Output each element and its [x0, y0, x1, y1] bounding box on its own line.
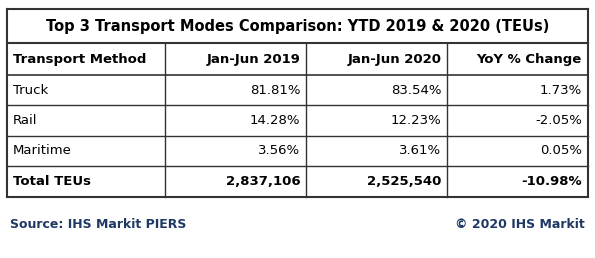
- Text: Jan-Jun 2020: Jan-Jun 2020: [347, 53, 441, 66]
- Text: 2,837,106: 2,837,106: [226, 175, 300, 188]
- Text: YoY % Change: YoY % Change: [477, 53, 582, 66]
- Text: © 2020 IHS Markit: © 2020 IHS Markit: [455, 218, 585, 231]
- Text: Truck: Truck: [13, 84, 48, 96]
- Text: 2,525,540: 2,525,540: [367, 175, 441, 188]
- Text: 3.56%: 3.56%: [258, 144, 300, 157]
- Text: 12.23%: 12.23%: [391, 114, 441, 127]
- Text: Top 3 Transport Modes Comparison: YTD 2019 & 2020 (TEUs): Top 3 Transport Modes Comparison: YTD 20…: [46, 19, 549, 34]
- Text: 0.05%: 0.05%: [540, 144, 582, 157]
- Text: Maritime: Maritime: [13, 144, 72, 157]
- Text: 14.28%: 14.28%: [250, 114, 300, 127]
- Text: Source: IHS Markit PIERS: Source: IHS Markit PIERS: [10, 218, 186, 231]
- Text: Rail: Rail: [13, 114, 37, 127]
- Text: 3.61%: 3.61%: [399, 144, 441, 157]
- Text: -2.05%: -2.05%: [535, 114, 582, 127]
- Text: 83.54%: 83.54%: [391, 84, 441, 96]
- Text: Jan-Jun 2019: Jan-Jun 2019: [206, 53, 300, 66]
- Text: 1.73%: 1.73%: [540, 84, 582, 96]
- Text: 81.81%: 81.81%: [250, 84, 300, 96]
- Text: -10.98%: -10.98%: [521, 175, 582, 188]
- Text: Transport Method: Transport Method: [13, 53, 146, 66]
- Text: Total TEUs: Total TEUs: [13, 175, 91, 188]
